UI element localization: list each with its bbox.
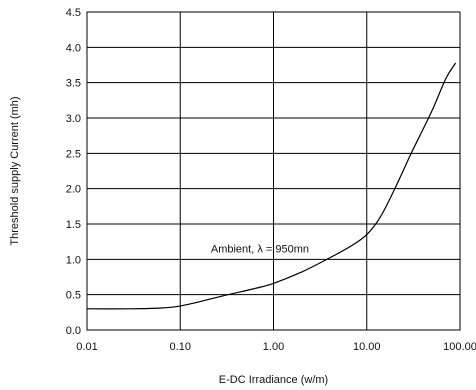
x-tick-label: 1.00 [263,341,284,353]
x-tick-label: 0.10 [170,341,191,353]
y-tick-label: 0.0 [66,325,81,337]
y-tick-label: 3.5 [66,78,81,90]
x-tick-labels: 0.01 0.10 1.00 10.00 100.00 [76,341,476,353]
x-axis-label: E-DC Irradiance (w/m) [219,374,328,386]
grid [86,11,461,331]
y-tick-label: 0.5 [66,290,81,302]
y-tick-label: 4.0 [66,42,81,54]
y-tick-label: 3.0 [66,113,81,125]
y-tick-labels: 0.0 0.5 1.0 1.5 2.0 2.5 3.0 3.5 4.0 4.5 [66,7,81,337]
y-tick-label: 1.5 [66,219,81,231]
y-tick-label: 2.0 [66,184,81,196]
y-tick-label: 1.0 [66,254,81,266]
x-tick-label: 10.00 [353,341,381,353]
series-line [86,62,457,310]
y-tick-label: 2.5 [66,148,81,160]
plot-frame [86,11,461,331]
y-tick-label: 4.5 [66,7,81,19]
annotation-ambient: Ambient, λ = 950mn [211,244,309,256]
y-axis-label: Threshold supply Current (mh) [9,96,21,245]
x-tick-label: 0.01 [76,341,97,353]
x-tick-label: 100.00 [443,341,476,353]
